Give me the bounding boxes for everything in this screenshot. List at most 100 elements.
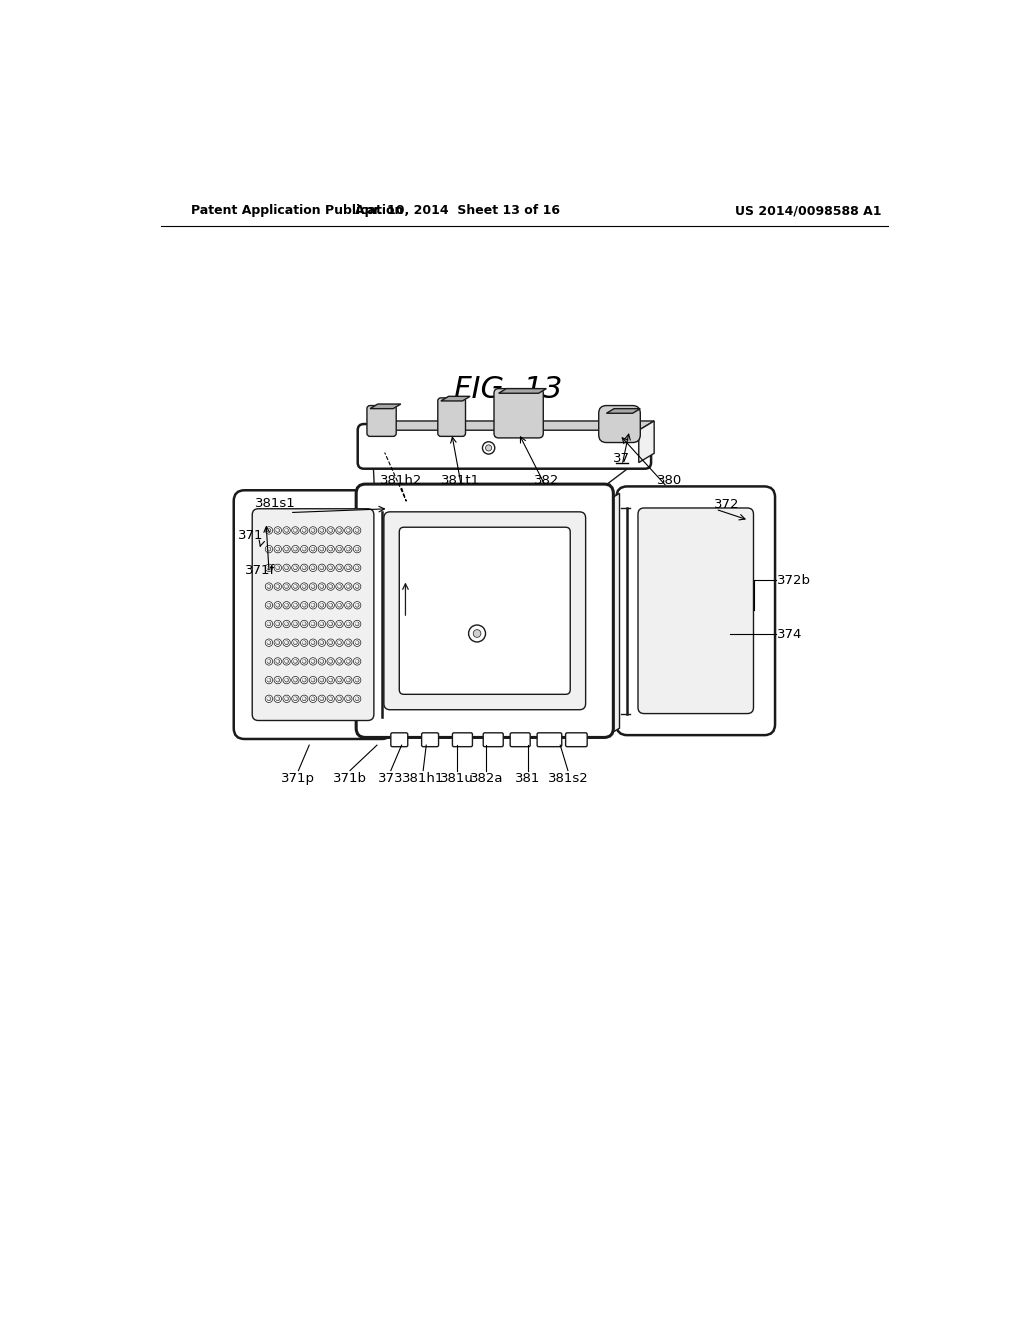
Circle shape bbox=[309, 602, 316, 609]
Circle shape bbox=[311, 642, 313, 643]
Circle shape bbox=[347, 605, 348, 606]
Circle shape bbox=[294, 605, 296, 606]
Circle shape bbox=[276, 529, 278, 531]
Circle shape bbox=[265, 639, 272, 647]
Circle shape bbox=[355, 622, 359, 626]
Circle shape bbox=[355, 660, 357, 661]
Circle shape bbox=[274, 583, 282, 590]
Circle shape bbox=[319, 622, 324, 626]
Text: Apr. 10, 2014  Sheet 13 of 16: Apr. 10, 2014 Sheet 13 of 16 bbox=[355, 205, 560, 218]
Polygon shape bbox=[375, 484, 610, 494]
Circle shape bbox=[338, 678, 340, 680]
Circle shape bbox=[346, 585, 350, 589]
Circle shape bbox=[329, 660, 333, 664]
Circle shape bbox=[345, 583, 352, 590]
Circle shape bbox=[265, 564, 272, 572]
Circle shape bbox=[276, 548, 278, 549]
Circle shape bbox=[336, 676, 343, 684]
Circle shape bbox=[300, 676, 308, 684]
Circle shape bbox=[294, 640, 297, 644]
Circle shape bbox=[285, 678, 289, 682]
Circle shape bbox=[285, 603, 289, 607]
Circle shape bbox=[300, 639, 308, 647]
Circle shape bbox=[311, 528, 315, 532]
Circle shape bbox=[267, 585, 271, 589]
Circle shape bbox=[275, 566, 280, 570]
Circle shape bbox=[355, 678, 359, 682]
Circle shape bbox=[274, 696, 282, 702]
FancyBboxPatch shape bbox=[399, 527, 570, 694]
Circle shape bbox=[346, 548, 350, 550]
Circle shape bbox=[311, 660, 315, 664]
Circle shape bbox=[319, 678, 324, 682]
Text: 371p: 371p bbox=[282, 772, 315, 785]
Circle shape bbox=[329, 697, 333, 701]
Circle shape bbox=[285, 566, 289, 570]
Circle shape bbox=[338, 585, 341, 589]
Circle shape bbox=[355, 566, 357, 568]
Circle shape bbox=[267, 622, 271, 626]
Text: 381h1: 381h1 bbox=[402, 772, 444, 785]
Circle shape bbox=[294, 548, 297, 550]
Circle shape bbox=[292, 564, 299, 572]
Circle shape bbox=[353, 545, 360, 553]
Circle shape bbox=[292, 639, 299, 647]
Circle shape bbox=[292, 545, 299, 553]
Circle shape bbox=[294, 678, 297, 682]
Circle shape bbox=[292, 657, 299, 665]
Text: 382: 382 bbox=[534, 474, 559, 487]
Text: 374: 374 bbox=[777, 628, 803, 640]
Circle shape bbox=[294, 660, 296, 661]
Circle shape bbox=[469, 626, 485, 642]
Circle shape bbox=[330, 585, 331, 587]
Circle shape bbox=[330, 605, 331, 606]
Circle shape bbox=[267, 585, 269, 587]
Circle shape bbox=[311, 566, 313, 568]
Circle shape bbox=[309, 639, 316, 647]
Circle shape bbox=[276, 642, 278, 643]
Circle shape bbox=[286, 642, 287, 643]
Circle shape bbox=[338, 548, 340, 549]
Circle shape bbox=[303, 548, 304, 549]
Circle shape bbox=[330, 642, 331, 643]
Circle shape bbox=[267, 548, 269, 549]
Circle shape bbox=[267, 640, 271, 644]
Circle shape bbox=[283, 564, 290, 572]
Circle shape bbox=[311, 697, 315, 701]
Circle shape bbox=[473, 630, 481, 638]
Circle shape bbox=[265, 696, 272, 702]
Circle shape bbox=[292, 620, 299, 628]
Circle shape bbox=[318, 676, 326, 684]
Circle shape bbox=[292, 676, 299, 684]
Circle shape bbox=[285, 585, 289, 589]
Circle shape bbox=[286, 623, 287, 624]
Circle shape bbox=[327, 696, 335, 702]
Circle shape bbox=[302, 603, 306, 607]
Circle shape bbox=[355, 529, 357, 531]
FancyBboxPatch shape bbox=[510, 733, 530, 747]
Circle shape bbox=[309, 620, 316, 628]
Circle shape bbox=[318, 583, 326, 590]
Polygon shape bbox=[370, 421, 654, 430]
Circle shape bbox=[276, 566, 278, 568]
Circle shape bbox=[286, 548, 287, 549]
Circle shape bbox=[285, 622, 289, 626]
Circle shape bbox=[319, 585, 324, 589]
Circle shape bbox=[327, 527, 335, 535]
Circle shape bbox=[336, 657, 343, 665]
Circle shape bbox=[276, 585, 278, 587]
Circle shape bbox=[330, 566, 331, 568]
FancyBboxPatch shape bbox=[356, 484, 613, 738]
Text: 372b: 372b bbox=[777, 574, 811, 587]
Circle shape bbox=[336, 545, 343, 553]
Circle shape bbox=[294, 529, 296, 531]
Circle shape bbox=[338, 603, 341, 607]
Circle shape bbox=[347, 566, 348, 568]
FancyBboxPatch shape bbox=[391, 733, 408, 747]
Circle shape bbox=[303, 529, 304, 531]
Circle shape bbox=[347, 697, 348, 700]
FancyBboxPatch shape bbox=[494, 388, 544, 438]
Circle shape bbox=[355, 585, 359, 589]
Circle shape bbox=[292, 696, 299, 702]
Circle shape bbox=[330, 548, 331, 549]
